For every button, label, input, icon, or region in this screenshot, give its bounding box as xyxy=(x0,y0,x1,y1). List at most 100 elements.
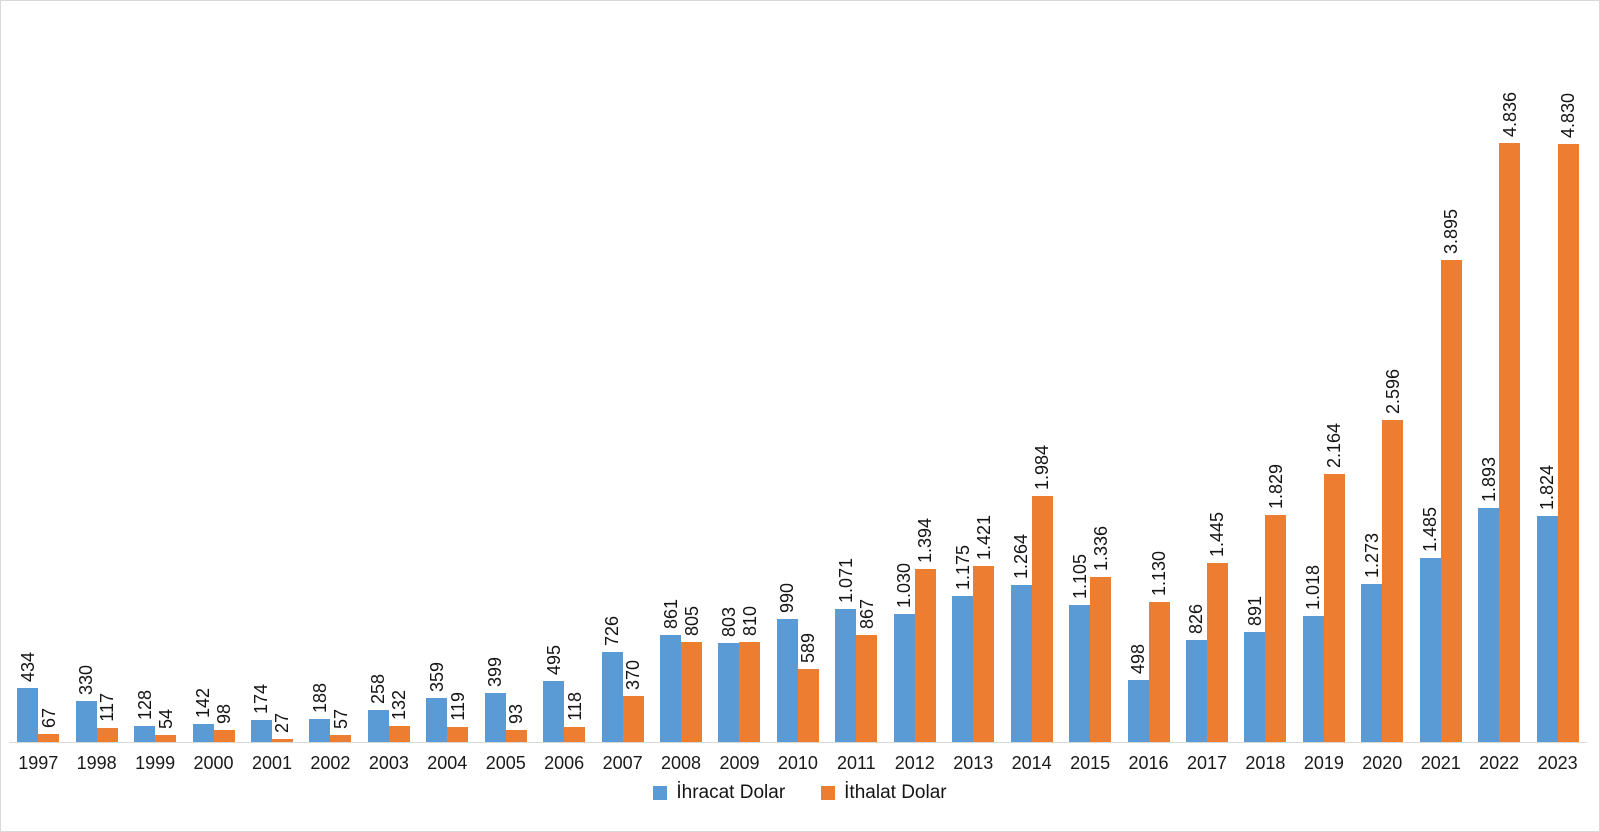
bar-ithalat-1998 xyxy=(96,728,118,742)
bar-ithalat-2017 xyxy=(1206,563,1228,742)
bar-value-label: 810 xyxy=(739,605,760,636)
bar-value-label: 1.175 xyxy=(952,544,973,590)
bar-group-2006: 495 118 xyxy=(535,1,593,742)
bar-ihracat-2022 xyxy=(1478,508,1500,742)
bar-value-label: 370 xyxy=(623,659,644,690)
bar-slot: 1.829 xyxy=(1265,1,1287,742)
x-tick-label-2014: 2014 xyxy=(1011,753,1052,773)
bar-ithalat-1997 xyxy=(38,734,60,742)
bar-ithalat-2006 xyxy=(564,727,586,742)
bar-slot: 1.421 xyxy=(973,1,995,742)
bar-value-label: 1.893 xyxy=(1478,456,1499,502)
bar-ihracat-2017 xyxy=(1185,640,1207,742)
bar-ihracat-2014 xyxy=(1010,585,1032,742)
bar-slot: 861 xyxy=(660,1,682,742)
bar-value-label: 803 xyxy=(718,606,739,637)
bar-slot: 990 xyxy=(776,1,798,742)
bar-ithalat-2015 xyxy=(1090,577,1112,742)
bar-slot: 589 xyxy=(797,1,819,742)
bar-ithalat-2009 xyxy=(739,642,761,742)
bar-ihracat-2006 xyxy=(543,681,565,742)
bar-group-2021: 1.485 3.895 xyxy=(1412,1,1470,742)
bar-group-2007: 726 370 xyxy=(593,1,651,742)
bar-ithalat-2016 xyxy=(1148,602,1170,742)
bar-value-label: 1.105 xyxy=(1069,553,1090,599)
bar-ithalat-2000 xyxy=(213,730,235,742)
bar-ihracat-2018 xyxy=(1244,632,1266,742)
bar-ithalat-2012 xyxy=(914,569,936,742)
bar-value-label: 1.130 xyxy=(1149,550,1170,596)
bar-ihracat-2019 xyxy=(1302,616,1324,742)
bar-ihracat-2001 xyxy=(250,720,272,742)
bar-group-2009: 803 810 xyxy=(710,1,768,742)
bar-ithalat-2005 xyxy=(505,730,527,742)
bar-slot: 132 xyxy=(388,1,410,742)
bar-slot: 1.984 xyxy=(1031,1,1053,742)
legend-label-ithalat: İthalat Dolar xyxy=(844,782,947,803)
bar-slot: 4.836 xyxy=(1499,1,1521,742)
bar-value-label: 93 xyxy=(506,703,527,724)
bar-group-2004: 359 119 xyxy=(418,1,476,742)
bar-group-2018: 891 1.829 xyxy=(1236,1,1294,742)
x-tick-label-2003: 2003 xyxy=(368,753,409,773)
bar-group-2011: 1.071 867 xyxy=(827,1,885,742)
x-tick-label-2023: 2023 xyxy=(1537,753,1578,773)
bar-ihracat-2000 xyxy=(192,724,214,742)
bar-slot: 1.445 xyxy=(1206,1,1228,742)
bar-value-label: 1.030 xyxy=(894,562,915,608)
bar-group-2017: 826 1.445 xyxy=(1178,1,1236,742)
bar-group-1999: 128 54 xyxy=(126,1,184,742)
x-tick-label-2006: 2006 xyxy=(544,753,585,773)
x-tick-label-2009: 2009 xyxy=(719,753,760,773)
bar-slot: 142 xyxy=(192,1,214,742)
bar-value-label: 1.485 xyxy=(1420,506,1441,552)
bar-group-2003: 258 132 xyxy=(360,1,418,742)
bar-group-2000: 142 98 xyxy=(184,1,242,742)
bar-value-label: 98 xyxy=(214,703,235,724)
bar-ihracat-2023 xyxy=(1536,516,1558,742)
bar-slot: 434 xyxy=(17,1,39,742)
bar-slot: 258 xyxy=(367,1,389,742)
x-tick-label-2021: 2021 xyxy=(1420,753,1461,773)
bar-ihracat-2021 xyxy=(1419,558,1441,742)
bar-slot: 495 xyxy=(543,1,565,742)
bar-value-label: 891 xyxy=(1244,595,1265,626)
bar-ithalat-2018 xyxy=(1265,515,1287,742)
bar-group-2013: 1.175 1.421 xyxy=(944,1,1002,742)
bar-value-label: 3.895 xyxy=(1441,208,1462,254)
bar-value-label: 990 xyxy=(777,582,798,613)
bar-value-label: 495 xyxy=(543,644,564,675)
bar-group-2015: 1.105 1.336 xyxy=(1061,1,1119,742)
bar-value-label: 258 xyxy=(368,673,389,704)
bar-value-label: 1.829 xyxy=(1265,463,1286,509)
bar-slot: 93 xyxy=(505,1,527,742)
bar-value-label: 867 xyxy=(856,598,877,629)
x-tick-label-1998: 1998 xyxy=(76,753,117,773)
bar-ihracat-2020 xyxy=(1361,584,1383,742)
bar-slot: 1.485 xyxy=(1419,1,1441,742)
bar-value-label: 119 xyxy=(447,692,468,721)
bar-slot: 57 xyxy=(330,1,352,742)
bar-value-label: 434 xyxy=(17,651,38,682)
bar-ihracat-1999 xyxy=(134,726,156,742)
bar-value-label: 188 xyxy=(309,682,330,713)
bar-slot: 399 xyxy=(484,1,506,742)
bar-value-label: 589 xyxy=(798,632,819,663)
bar-ihracat-2010 xyxy=(776,619,798,742)
bar-slot: 54 xyxy=(155,1,177,742)
bar-ithalat-2007 xyxy=(622,696,644,742)
bar-ihracat-2007 xyxy=(601,652,623,742)
bar-slot: 1.130 xyxy=(1148,1,1170,742)
bar-group-2023: 1.824 4.830 xyxy=(1528,1,1586,742)
bar-ithalat-2004 xyxy=(447,727,469,742)
bar-value-label: 1.018 xyxy=(1303,564,1324,610)
x-tick-label-2015: 2015 xyxy=(1070,753,1111,773)
bar-slot: 1.336 xyxy=(1090,1,1112,742)
bar-value-label: 1.264 xyxy=(1011,533,1032,579)
x-tick-label-2002: 2002 xyxy=(310,753,351,773)
bar-slot: 4.830 xyxy=(1557,1,1579,742)
bar-ithalat-2008 xyxy=(681,642,703,742)
bar-slot: 370 xyxy=(622,1,644,742)
bar-slot: 1.893 xyxy=(1478,1,1500,742)
